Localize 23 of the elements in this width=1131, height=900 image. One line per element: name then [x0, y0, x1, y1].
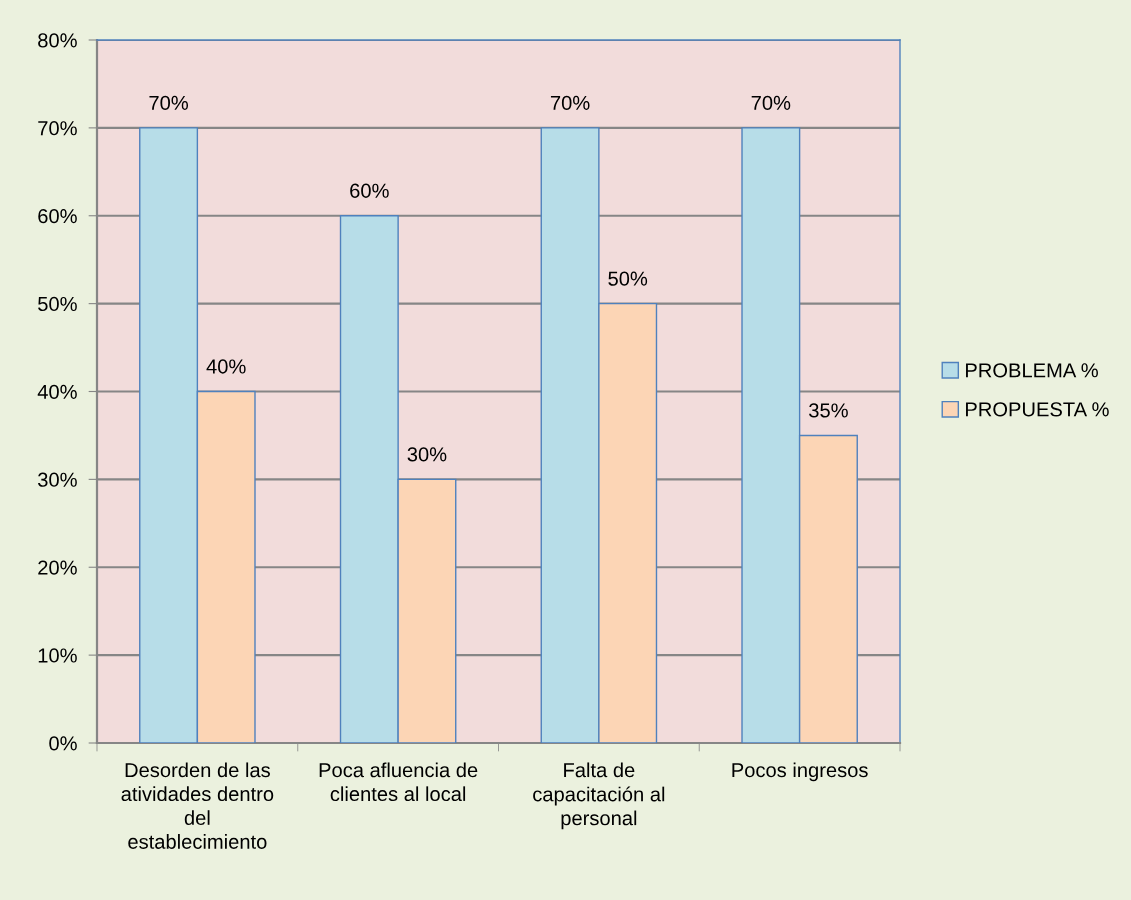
y-tick-label: 60% — [38, 208, 77, 224]
legend-label: PROBLEMA % — [966, 363, 1098, 378]
y-tick-label: 50% — [38, 296, 77, 312]
x-tick-label: Falta de capacitación al personal — [533, 762, 665, 830]
y-tick-label: 0% — [49, 736, 77, 751]
x-tick-label: Pocos ingresos — [732, 762, 868, 782]
data-label: 30% — [407, 447, 447, 462]
y-tick-label: 30% — [38, 472, 77, 487]
data-label: 40% — [206, 359, 246, 374]
data-label: 70% — [149, 95, 189, 111]
y-tick-label: 10% — [38, 648, 77, 663]
x-tick-label: Desorden de las atividades dentro del establecimiento — [121, 762, 274, 849]
data-label: 70% — [751, 95, 791, 111]
legend-label: PROPUESTA % — [966, 402, 1109, 417]
x-tick-label: Poca afluencia de clientes al local — [319, 762, 478, 802]
y-tick-label: 80% — [38, 33, 77, 48]
data-label: 70% — [550, 95, 590, 111]
data-label: 50% — [608, 271, 648, 286]
y-tick-label: 70% — [38, 121, 77, 136]
data-label: 35% — [809, 403, 848, 418]
y-tick-label: 40% — [37, 384, 77, 399]
data-label: 60% — [350, 183, 389, 198]
y-tick-label: 20% — [38, 560, 77, 575]
